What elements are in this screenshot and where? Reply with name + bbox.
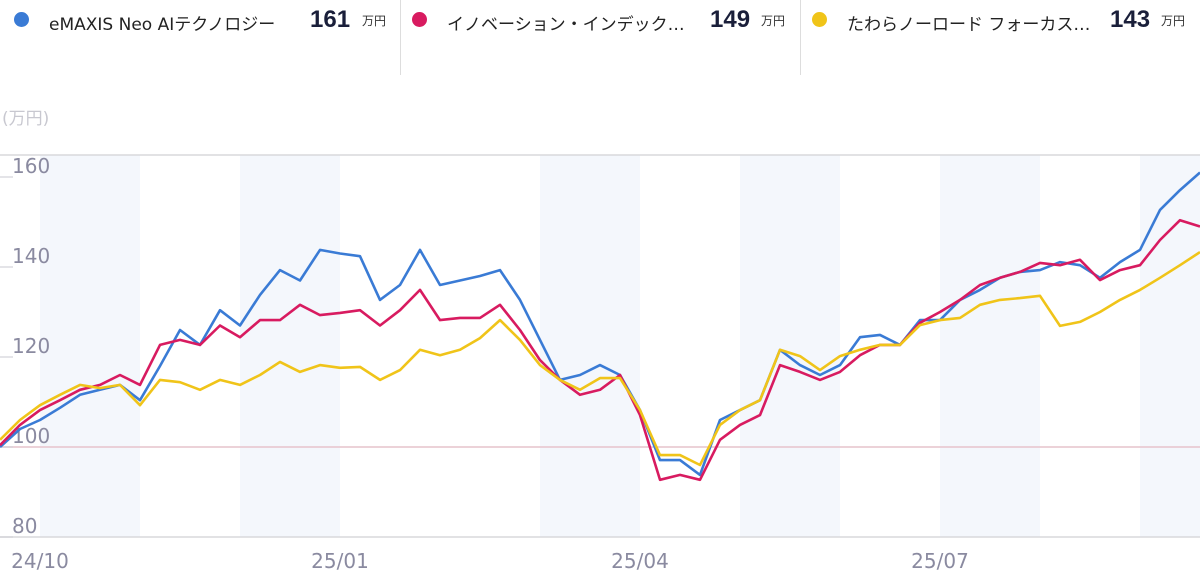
legend-item-tawara[interactable]: たわらノーロード フォーカス… 143 万円: [812, 0, 1200, 75]
legend-item-emaxis[interactable]: eMAXIS Neo AIテクノロジー 161 万円: [14, 0, 400, 75]
legend-name: eMAXIS Neo AIテクノロジー: [49, 15, 276, 35]
y-tick-label: 80: [12, 514, 37, 538]
legend-unit: 万円: [1161, 14, 1186, 28]
y-tick-label: 140: [12, 244, 50, 268]
x-tick-label: 25/07: [911, 549, 969, 573]
series-color-dot-icon: [812, 12, 827, 27]
series-color-dot-icon: [14, 12, 29, 27]
x-tick-label: 25/01: [311, 549, 369, 573]
series-line: [0, 251, 1200, 467]
legend-divider: [400, 0, 401, 75]
month-band: [540, 155, 640, 537]
month-band: [240, 155, 340, 537]
legend-item-innovation[interactable]: イノベーション・インデック… 149 万円: [412, 0, 800, 75]
legend-unit: 万円: [761, 14, 786, 28]
legend-divider: [800, 0, 801, 75]
legend: eMAXIS Neo AIテクノロジー 161 万円 イノベーション・インデック…: [0, 0, 1200, 75]
legend-unit: 万円: [362, 14, 387, 28]
legend-value: 161: [310, 6, 351, 33]
legend-value: 149: [710, 6, 751, 33]
month-band: [40, 155, 140, 537]
x-tick-label: 25/04: [611, 549, 669, 573]
legend-name: たわらノーロード フォーカス…: [847, 15, 1091, 35]
x-tick-label: 24/10: [11, 549, 69, 573]
legend-name: イノベーション・インデック…: [447, 15, 685, 35]
y-tick-label: 160: [12, 154, 50, 178]
series-color-dot-icon: [412, 12, 427, 27]
legend-value: 143: [1110, 6, 1151, 33]
series-line: [0, 218, 1200, 482]
month-band: [940, 155, 1040, 537]
month-band: [740, 155, 840, 537]
month-band: [1140, 155, 1200, 537]
y-axis-unit-label: (万円): [2, 109, 50, 129]
y-tick-label: 120: [12, 334, 50, 358]
